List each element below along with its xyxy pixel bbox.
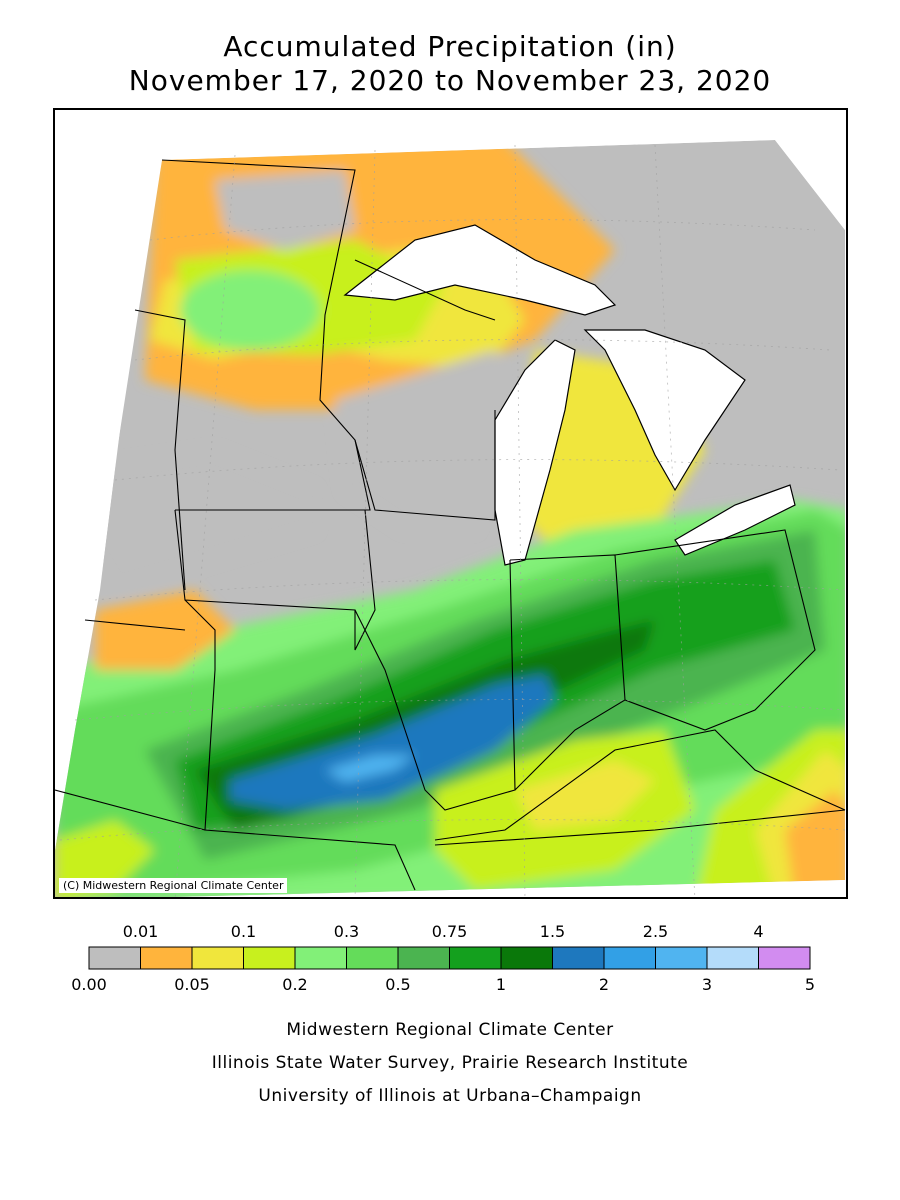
legend: 0.01 0.1 0.3 0.75 1.5 2.5 4 0.00 0.05 0.2 0.5 1 2 3 5 <box>0 920 900 1000</box>
legend-colorbar <box>88 946 811 970</box>
legend-swatch <box>655 946 708 970</box>
legend-swatch <box>191 946 244 970</box>
minnesota-border <box>161 159 371 511</box>
map-date-range: November 17, 2020 to November 23, 2020 <box>128 64 772 97</box>
legend-swatch <box>758 946 811 970</box>
michigan-up-border <box>354 259 496 321</box>
legend-top-label: 1.5 <box>539 922 566 941</box>
legend-swatch <box>294 946 347 970</box>
lake-erie <box>674 484 796 556</box>
legend-swatch <box>603 946 656 970</box>
north-dakota-border <box>134 309 186 451</box>
kentucky-border <box>434 729 846 841</box>
south-dakota-border <box>174 449 186 591</box>
ohio-border <box>614 529 816 731</box>
legend-bottom-label: 0.05 <box>174 975 210 994</box>
map-canvas <box>55 110 846 897</box>
map-outer-mask <box>55 110 846 897</box>
kansas-border <box>55 789 206 831</box>
legend-bottom-label: 0.00 <box>71 975 107 994</box>
legend-swatch <box>140 946 193 970</box>
legend-swatch <box>500 946 553 970</box>
wisconsin-border <box>354 410 496 521</box>
missouri-border <box>184 599 416 891</box>
lake-huron <box>583 329 746 492</box>
copyright-label: (C) Midwestern Regional Climate Center <box>59 878 288 893</box>
legend-swatch <box>706 946 759 970</box>
legend-top-label: 4 <box>753 922 764 941</box>
state-boundaries <box>55 159 846 891</box>
legend-bottom-label: 1 <box>495 975 507 994</box>
legend-bottom-label: 0.2 <box>282 975 308 994</box>
legend-top-label: 2.5 <box>642 922 669 941</box>
lake-superior <box>343 224 617 316</box>
nebraska-border <box>84 619 186 631</box>
legend-bottom-label: 3 <box>701 975 713 994</box>
legend-swatch <box>346 946 399 970</box>
footer-university: University of Illinois at Urbana–Champai… <box>258 1086 642 1106</box>
legend-swatch <box>397 946 450 970</box>
legend-top-label: 0.01 <box>122 922 159 941</box>
lake-michigan <box>494 339 576 566</box>
legend-top-label: 0.75 <box>431 922 468 941</box>
lat-lon-grid <box>59 144 846 897</box>
legend-swatch <box>243 946 296 970</box>
footer-organization: Midwestern Regional Climate Center <box>286 1020 614 1040</box>
legend-top-label: 0.1 <box>230 922 257 941</box>
tennessee-border <box>434 809 846 846</box>
legend-bottom-label: 5 <box>804 975 816 994</box>
iowa-border <box>174 509 376 651</box>
map-title: Accumulated Precipitation (in) <box>223 30 677 63</box>
great-lakes <box>343 224 796 566</box>
legend-bottom-label: 0.5 <box>385 975 411 994</box>
precipitation-map: (C) Midwestern Regional Climate Center <box>53 108 848 899</box>
legend-swatch <box>552 946 605 970</box>
precipitation-fill <box>55 140 845 897</box>
footer-survey: Illinois State Water Survey, Prairie Res… <box>211 1053 689 1073</box>
legend-swatch <box>449 946 502 970</box>
legend-swatch <box>88 946 141 970</box>
legend-bottom-label: 2 <box>598 975 610 994</box>
legend-top-label: 0.3 <box>333 922 360 941</box>
